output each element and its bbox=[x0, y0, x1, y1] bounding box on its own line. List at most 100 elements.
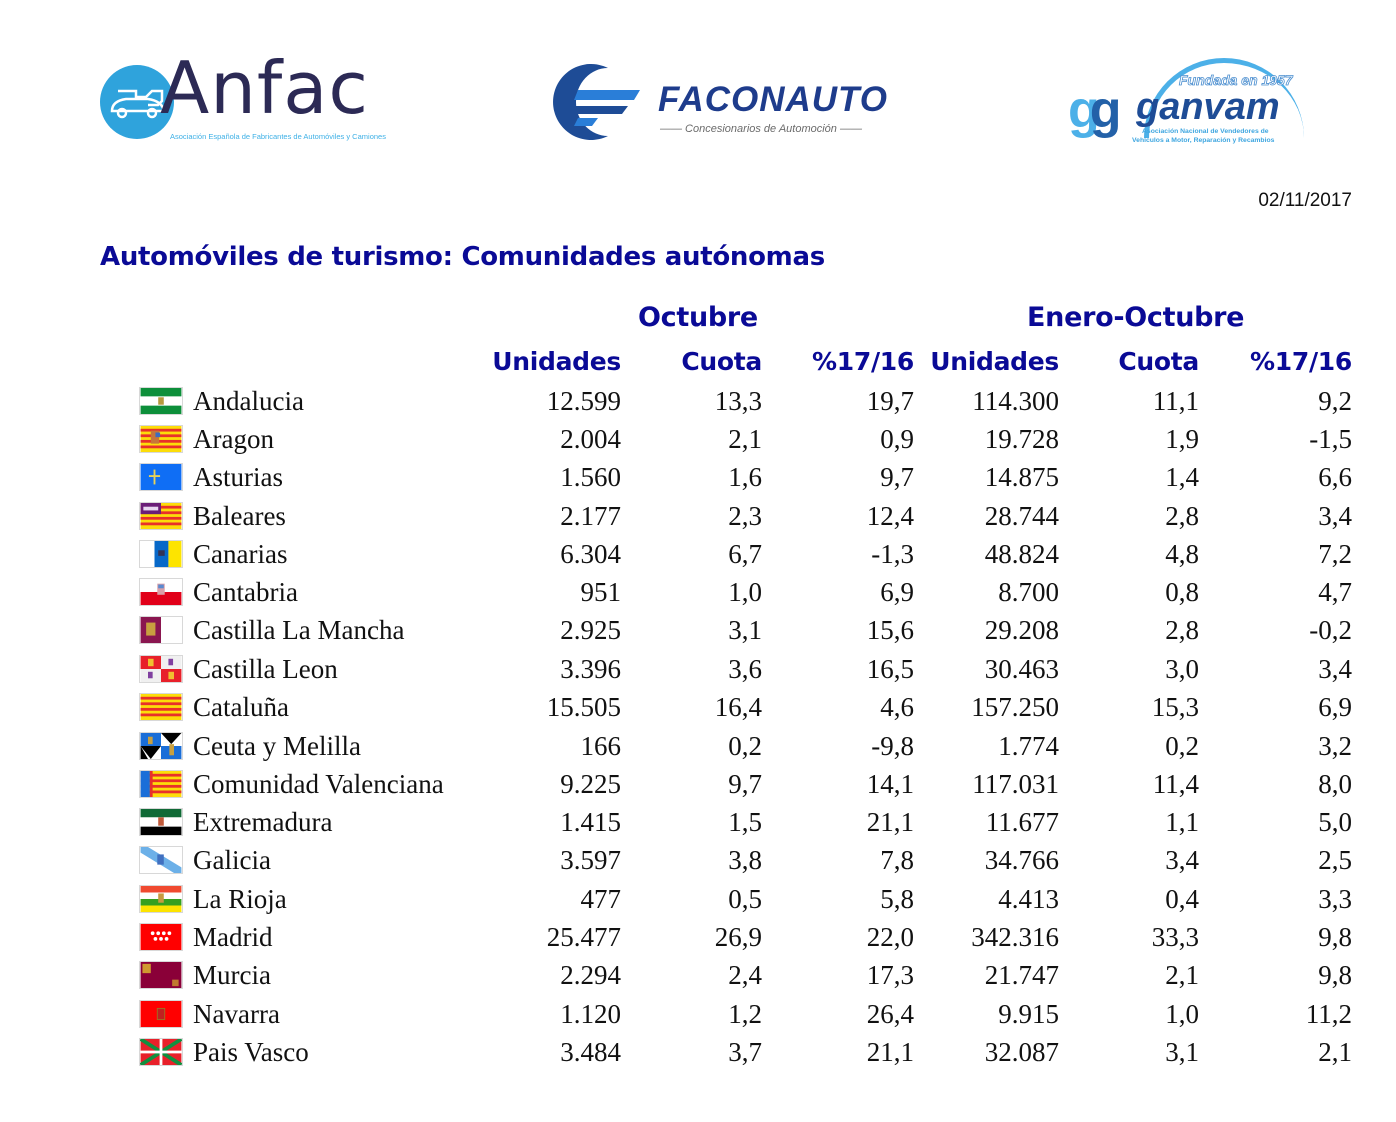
cell-cuota-ytd: 3,4 bbox=[1165, 845, 1199, 875]
cell-pct-ytd: 6,9 bbox=[1318, 692, 1352, 722]
cell-pct-oct: 12,4 bbox=[866, 501, 914, 531]
cell-cuota-oct: 16,4 bbox=[714, 692, 762, 722]
region-name: Murcia bbox=[193, 960, 271, 990]
cell-unidades-oct: 15.505 bbox=[546, 692, 621, 722]
cell-cuota-oct: 3,1 bbox=[728, 615, 762, 645]
region-name: Extremadura bbox=[193, 807, 333, 837]
cell-unidades-oct: 166 bbox=[580, 731, 622, 761]
table-row: La Rioja 477 0,5 5,8 4.413 0,4 3,3 bbox=[0, 884, 1396, 922]
report-date: 02/11/2017 bbox=[1258, 190, 1352, 211]
cell-unidades-ytd: 8.700 bbox=[998, 577, 1059, 607]
cell-unidades-oct: 6.304 bbox=[560, 539, 621, 569]
cell-cuota-ytd: 0,8 bbox=[1165, 577, 1199, 607]
asturias-flag-icon bbox=[139, 463, 183, 491]
table-row: Castilla Leon 3.396 3,6 16,5 30.463 3,0 … bbox=[0, 654, 1396, 692]
anfac-wordmark: Anfac bbox=[160, 46, 369, 130]
cell-pct-ytd: 9,8 bbox=[1318, 960, 1352, 990]
cell-pct-oct: 0,9 bbox=[880, 424, 914, 454]
cell-unidades-ytd: 157.250 bbox=[971, 692, 1059, 722]
cell-unidades-ytd: 4.413 bbox=[998, 884, 1059, 914]
cell-unidades-oct: 2.294 bbox=[560, 960, 621, 990]
table-row: Asturias 1.560 1,6 9,7 14.875 1,4 6,6 bbox=[0, 462, 1396, 500]
cell-pct-oct: 4,6 bbox=[880, 692, 914, 722]
cell-pct-ytd: 8,0 bbox=[1318, 769, 1352, 799]
cell-cuota-ytd: 3,1 bbox=[1165, 1037, 1199, 1067]
navarra-flag-icon bbox=[139, 1000, 183, 1028]
cell-pct-ytd: 5,0 bbox=[1318, 807, 1352, 837]
region-name: Castilla Leon bbox=[193, 654, 338, 684]
cell-unidades-ytd: 1.774 bbox=[998, 731, 1059, 761]
region-name: Andalucia bbox=[193, 386, 304, 416]
page-title: Automóviles de turismo: Comunidades autó… bbox=[100, 242, 825, 272]
baleares-flag-icon bbox=[139, 502, 183, 530]
period-header-octubre: Octubre bbox=[638, 302, 758, 333]
table-row: Andalucia 12.599 13,3 19,7 114.300 11,1 … bbox=[0, 386, 1396, 424]
cell-pct-ytd: 3,4 bbox=[1318, 654, 1352, 684]
cell-cuota-ytd: 4,8 bbox=[1165, 539, 1199, 569]
madrid-flag-icon bbox=[139, 923, 183, 951]
region-name: Asturias bbox=[193, 462, 283, 492]
region-name: Cantabria bbox=[193, 577, 298, 607]
table-row: Madrid 25.477 26,9 22,0 342.316 33,3 9,8 bbox=[0, 922, 1396, 960]
cell-pct-oct: 9,7 bbox=[880, 462, 914, 492]
cell-pct-oct: -9,8 bbox=[871, 731, 914, 761]
cantabria-flag-icon bbox=[139, 578, 183, 606]
column-header-unidades-ytd: Unidades bbox=[930, 347, 1059, 376]
cell-unidades-oct: 3.597 bbox=[560, 845, 621, 875]
cell-cuota-oct: 2,3 bbox=[728, 501, 762, 531]
cell-cuota-oct: 2,1 bbox=[728, 424, 762, 454]
cell-pct-oct: 19,7 bbox=[866, 386, 914, 416]
column-header-pct-ytd: %17/16 bbox=[1250, 347, 1352, 376]
cell-pct-oct: 16,5 bbox=[866, 654, 914, 684]
region-name: Pais Vasco bbox=[193, 1037, 309, 1067]
cell-unidades-ytd: 34.766 bbox=[984, 845, 1059, 875]
cell-cuota-oct: 3,6 bbox=[728, 654, 762, 684]
cell-cuota-oct: 1,2 bbox=[728, 999, 762, 1029]
faconauto-emblem-icon bbox=[553, 64, 640, 140]
cell-pct-oct: 21,1 bbox=[866, 1037, 914, 1067]
table-row: Castilla La Mancha 2.925 3,1 15,6 29.208… bbox=[0, 615, 1396, 653]
region-name: Comunidad Valenciana bbox=[193, 769, 444, 799]
cell-pct-ytd: 3,4 bbox=[1318, 501, 1352, 531]
region-name: Aragon bbox=[193, 424, 274, 454]
faconauto-subtitle: —— Concesionarios de Automoción —— bbox=[660, 123, 862, 135]
ganvam-subtitle-line1: Asociación Nacional de Vendedores de bbox=[1142, 128, 1269, 135]
region-name: La Rioja bbox=[193, 884, 287, 914]
faconauto-wordmark: FACONAUTO bbox=[658, 80, 889, 119]
cell-cuota-ytd: 0,2 bbox=[1165, 731, 1199, 761]
table-row: Baleares 2.177 2,3 12,4 28.744 2,8 3,4 bbox=[0, 501, 1396, 539]
cell-pct-ytd: -0,2 bbox=[1309, 615, 1352, 645]
cell-pct-ytd: 3,2 bbox=[1318, 731, 1352, 761]
column-header-pct-oct: %17/16 bbox=[812, 347, 914, 376]
cell-cuota-ytd: 2,8 bbox=[1165, 501, 1199, 531]
cell-unidades-ytd: 14.875 bbox=[984, 462, 1059, 492]
cell-pct-ytd: -1,5 bbox=[1309, 424, 1352, 454]
cell-pct-ytd: 6,6 bbox=[1318, 462, 1352, 492]
la-rioja-flag-icon bbox=[139, 885, 183, 913]
valencia-flag-icon bbox=[139, 770, 183, 798]
table-row: Murcia 2.294 2,4 17,3 21.747 2,1 9,8 bbox=[0, 960, 1396, 998]
cell-unidades-ytd: 48.824 bbox=[984, 539, 1059, 569]
ganvam-wordmark: ganvam bbox=[1136, 86, 1280, 128]
cell-cuota-ytd: 3,0 bbox=[1165, 654, 1199, 684]
region-name: Castilla La Mancha bbox=[193, 615, 405, 645]
cell-cuota-ytd: 2,1 bbox=[1165, 960, 1199, 990]
cell-pct-ytd: 3,3 bbox=[1318, 884, 1352, 914]
cell-pct-oct: 26,4 bbox=[866, 999, 914, 1029]
cell-cuota-ytd: 1,0 bbox=[1165, 999, 1199, 1029]
region-name: Baleares bbox=[193, 501, 286, 531]
column-header-cuota-ytd: Cuota bbox=[1118, 347, 1199, 376]
canarias-flag-icon bbox=[139, 540, 183, 568]
region-name: Galicia bbox=[193, 845, 271, 875]
cell-cuota-oct: 0,2 bbox=[728, 731, 762, 761]
castilla-leon-flag-icon bbox=[139, 655, 183, 683]
table-row: Comunidad Valenciana 9.225 9,7 14,1 117.… bbox=[0, 769, 1396, 807]
cell-pct-ytd: 2,1 bbox=[1318, 1037, 1352, 1067]
galicia-flag-icon bbox=[139, 846, 183, 874]
cell-pct-ytd: 7,2 bbox=[1318, 539, 1352, 569]
cell-unidades-oct: 2.004 bbox=[560, 424, 621, 454]
cell-unidades-ytd: 29.208 bbox=[984, 615, 1059, 645]
column-header-cuota-oct: Cuota bbox=[681, 347, 762, 376]
ganvam-gg-mark-icon: gg bbox=[1068, 81, 1121, 139]
cell-unidades-ytd: 342.316 bbox=[971, 922, 1059, 952]
